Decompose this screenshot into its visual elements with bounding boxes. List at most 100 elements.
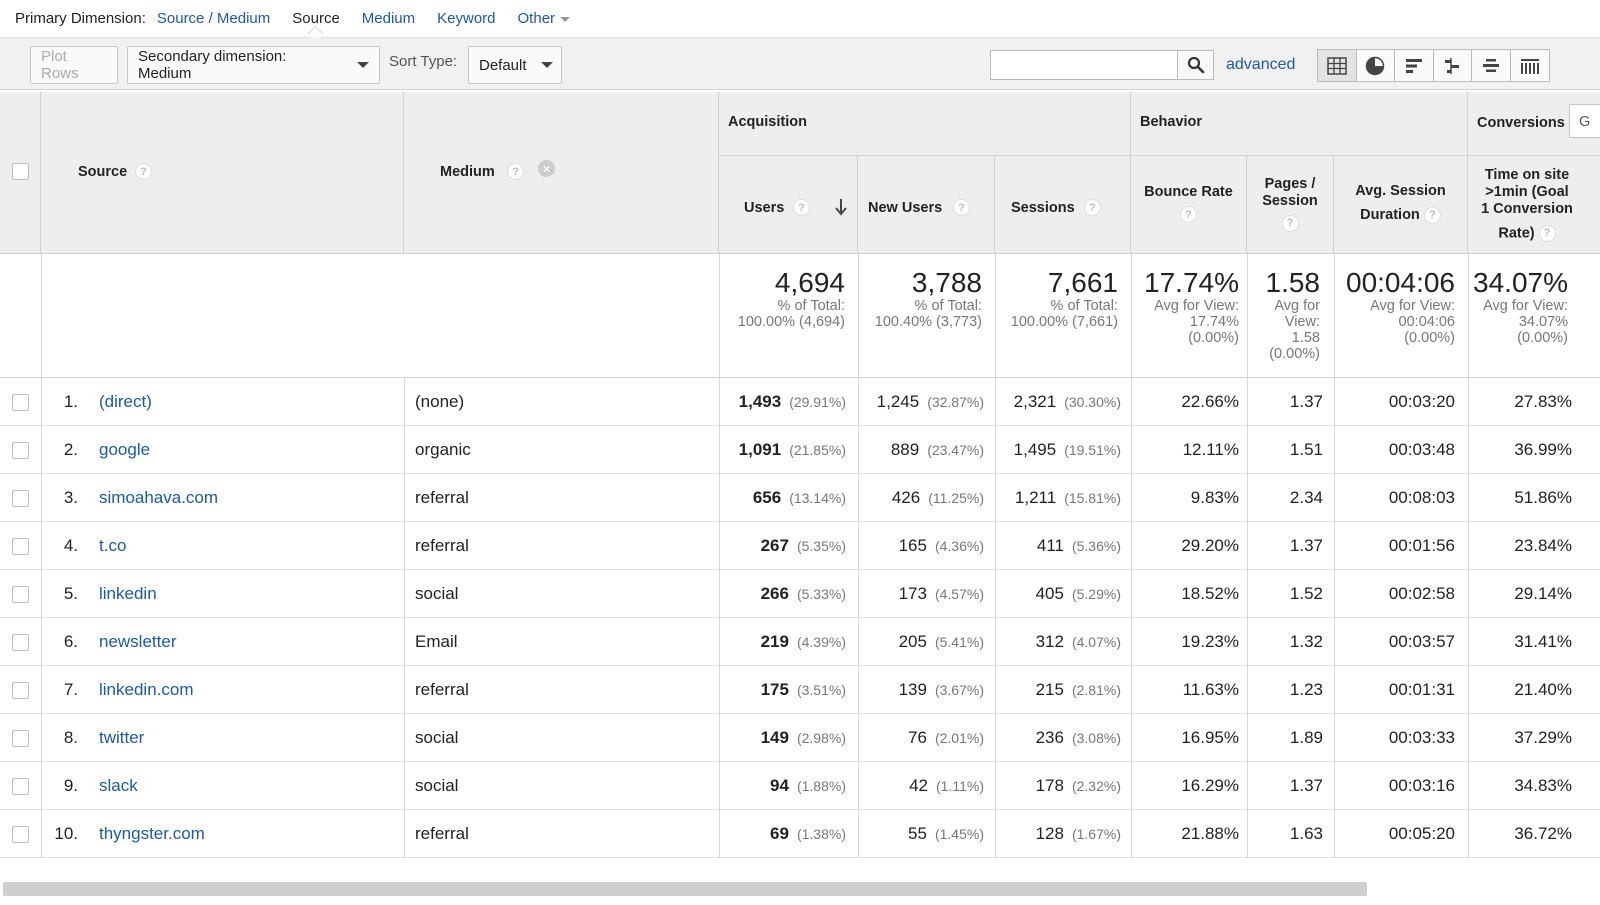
row-pages-session: 1.23 [1289, 680, 1323, 699]
term-cloud-view-button[interactable] [1472, 50, 1511, 81]
row-checkbox[interactable] [12, 394, 29, 411]
total-pages-sub1: Avg for [1274, 298, 1320, 314]
dimension-option-medium[interactable]: Medium [361, 10, 416, 27]
row-checkbox[interactable] [12, 586, 29, 603]
row-checkbox[interactable] [12, 538, 29, 555]
pie-view-button[interactable] [1357, 50, 1395, 81]
comparison-view-button[interactable] [1434, 50, 1472, 81]
row-new-users-pct: (11.25%) [928, 490, 984, 506]
table-row: 7. linkedin.com referral 175 (3.51%) 139 (… [0, 666, 1600, 714]
row-source-link[interactable]: t.co [99, 536, 127, 555]
new-users-header[interactable]: New Users ? [858, 156, 995, 254]
pivot-view-button[interactable] [1511, 50, 1550, 81]
row-checkbox[interactable] [12, 682, 29, 699]
performance-view-icon [1405, 58, 1422, 73]
total-duration-sub2: 00:04:06 [1398, 314, 1455, 330]
row-medium: social [415, 728, 459, 747]
pages-session-header[interactable]: Pages / Session ? [1247, 156, 1334, 254]
select-all-checkbox[interactable] [12, 163, 29, 180]
sort-descending-icon[interactable] [834, 198, 848, 216]
row-source-link[interactable]: linkedin [99, 584, 157, 603]
row-avg-session-duration: 00:03:33 [1388, 728, 1455, 747]
row-goal-conversion-rate: 36.99% [1514, 440, 1572, 459]
table-view-button[interactable] [1318, 50, 1357, 81]
help-icon[interactable]: ? [507, 163, 524, 180]
medium-header[interactable]: Medium ? × [404, 92, 719, 254]
row-sessions-pct: (5.36%) [1071, 538, 1121, 554]
row-source-link[interactable]: twitter [99, 728, 145, 747]
row-source-link[interactable]: thyngster.com [99, 824, 205, 843]
row-bounce-rate: 11.63% [1182, 680, 1239, 699]
help-icon[interactable]: ? [1538, 225, 1556, 242]
row-checkbox[interactable] [12, 634, 29, 651]
row-new-users-value: 42 [909, 776, 929, 795]
sessions-header[interactable]: Sessions ? [995, 156, 1131, 254]
dimension-option-keyword[interactable]: Keyword [437, 10, 496, 27]
row-bounce-rate: 9.83% [1190, 488, 1239, 507]
dimension-option-other[interactable]: Other [518, 10, 571, 27]
performance-view-button[interactable] [1395, 50, 1434, 81]
row-pages-session: 2.34 [1289, 488, 1323, 507]
row-index: 3. [63, 488, 78, 507]
users-header[interactable]: Users ? [719, 156, 858, 254]
sort-type-select[interactable]: Default [468, 46, 562, 84]
goal-select[interactable]: G [1569, 104, 1600, 138]
dimension-option-source[interactable]: Source [292, 10, 340, 27]
row-pages-session: 1.52 [1289, 584, 1323, 603]
row-new-users-pct: (23.47%) [927, 442, 984, 458]
help-icon[interactable]: ? [1084, 199, 1101, 216]
plot-rows-button[interactable]: Plot Rows [30, 46, 118, 84]
row-users: 175 (3.51%) [719, 666, 846, 714]
row-checkbox[interactable] [12, 826, 29, 843]
table-search-input[interactable] [990, 50, 1178, 80]
bounce-rate-header[interactable]: Bounce Rate ? [1131, 156, 1247, 254]
total-duration-sub3: (0.00%) [1404, 330, 1455, 346]
help-icon[interactable]: ? [793, 199, 810, 216]
row-users: 1,493 (29.91%) [719, 378, 846, 426]
dimension-option-source-medium[interactable]: Source / Medium [156, 10, 271, 27]
avg-session-duration-header[interactable]: Avg. Session Duration ? [1334, 156, 1468, 254]
row-new-users-pct: (5.41%) [934, 634, 984, 650]
source-header[interactable]: Source ? [41, 92, 404, 254]
row-sessions-value: 405 [1035, 584, 1064, 603]
help-icon[interactable]: ? [1281, 215, 1299, 232]
row-sessions: 215 (2.81%) [995, 666, 1121, 714]
row-source-link[interactable]: linkedin.com [99, 680, 194, 699]
row-source-link[interactable]: (direct) [99, 392, 152, 411]
row-avg-session-duration: 00:03:48 [1388, 440, 1455, 459]
row-checkbox[interactable] [12, 730, 29, 747]
row-sessions-pct: (4.07%) [1071, 634, 1121, 650]
row-users-pct: (3.51%) [796, 682, 846, 698]
row-source-link[interactable]: slack [99, 776, 138, 795]
row-pages-session: 1.37 [1289, 392, 1323, 411]
row-sessions: 128 (1.67%) [995, 810, 1121, 858]
row-users-value: 1,091 [738, 440, 782, 459]
row-goal-conversion-rate: 34.83% [1514, 776, 1572, 795]
help-icon[interactable]: ? [1180, 206, 1197, 223]
conversions-group-header: Conversions G [1468, 92, 1600, 156]
help-icon[interactable]: ? [953, 199, 970, 216]
goal-label-1: Time on site [1484, 167, 1570, 183]
row-sessions: 411 (5.36%) [995, 522, 1121, 570]
behavior-group-header: Behavior [1131, 92, 1468, 156]
help-icon[interactable]: ? [135, 163, 152, 180]
goal-label-2: >1min (Goal [1485, 184, 1569, 200]
row-checkbox[interactable] [12, 778, 29, 795]
horizontal-scrollbar[interactable] [3, 882, 1367, 896]
row-sessions-value: 215 [1035, 680, 1064, 699]
source-header-label: Source [78, 164, 128, 180]
total-avg-session-duration: 00:04:06 Avg for View: 00:04:06 (0.00%) [1334, 268, 1455, 347]
remove-dimension-icon[interactable]: × [538, 160, 555, 177]
row-source-link[interactable]: simoahava.com [99, 488, 219, 507]
row-source-link[interactable]: newsletter [99, 632, 177, 651]
pages-session-label-1: Pages / [1264, 176, 1316, 192]
help-icon[interactable]: ? [1423, 206, 1441, 224]
goal-conversion-rate-header[interactable]: Time on site >1min (Goal 1 Conversion Ra… [1468, 156, 1600, 254]
advanced-filter-link[interactable]: advanced [1226, 56, 1296, 73]
row-users-value: 94 [770, 776, 789, 795]
row-checkbox[interactable] [12, 442, 29, 459]
secondary-dimension-select[interactable]: Secondary dimension: Medium [127, 46, 380, 84]
row-source-link[interactable]: google [99, 440, 151, 459]
row-checkbox[interactable] [12, 490, 29, 507]
search-button[interactable] [1177, 50, 1214, 80]
